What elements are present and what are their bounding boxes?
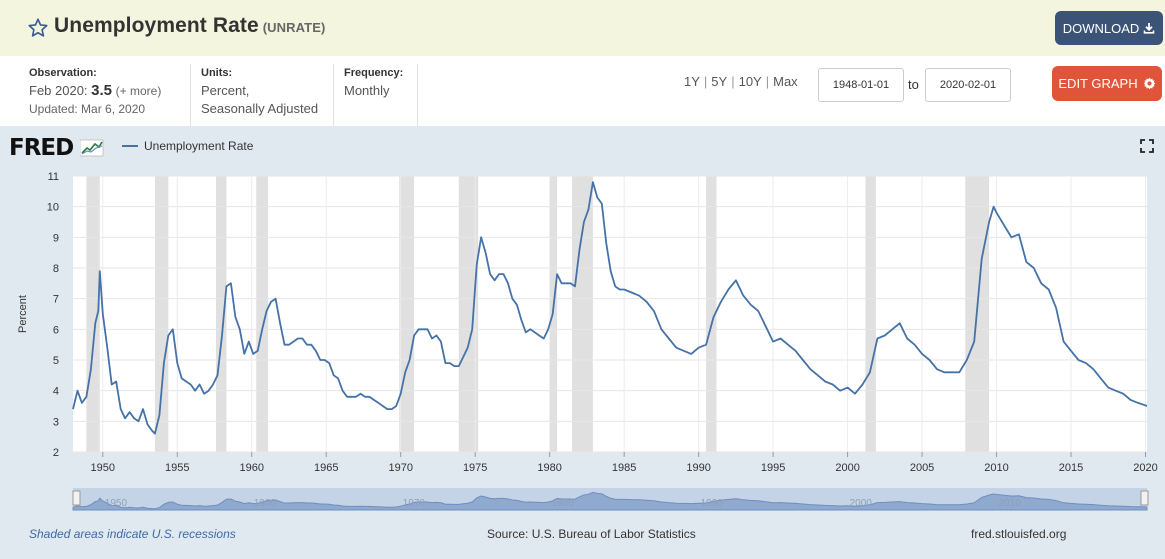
x-tick-label: 1995 bbox=[761, 462, 785, 474]
navigator-series-area bbox=[72, 491, 1148, 511]
recession-band bbox=[399, 176, 415, 452]
y-axis-label: Percent bbox=[17, 295, 29, 333]
units-line2: Seasonally Adjusted bbox=[201, 101, 319, 116]
gear-icon bbox=[1143, 77, 1155, 90]
graph-panel: FRED Unemployment Rate 2 3 4 5 6 7 8 9 10 11 1950 1… bbox=[0, 126, 1165, 559]
y-tick-label: 6 bbox=[53, 324, 59, 336]
fred-logo-chart-icon bbox=[79, 139, 104, 157]
frequency-value: Monthly bbox=[344, 83, 390, 98]
range-10y[interactable]: 10Y bbox=[738, 74, 762, 89]
y-tick-label: 2 bbox=[53, 447, 59, 459]
x-tick-label: 1950 bbox=[91, 462, 115, 474]
y-tick-label: 11 bbox=[48, 171, 59, 183]
observation-block: Observation: Feb 2020: 3.5 (+ more) Upda… bbox=[29, 64, 161, 118]
legend-label: Unemployment Rate bbox=[144, 139, 254, 153]
navigator-handle[interactable] bbox=[1140, 490, 1149, 506]
y-tick-label: 8 bbox=[53, 263, 59, 275]
x-tick-label: 2000 bbox=[835, 462, 859, 474]
recession-band bbox=[458, 176, 479, 452]
x-tick-label: 1965 bbox=[314, 462, 338, 474]
end-date-input[interactable]: 2020-02-01 bbox=[925, 68, 1011, 102]
navigator-tick-label: 1950 bbox=[105, 498, 128, 509]
to-label: to bbox=[908, 77, 919, 92]
recession-band bbox=[154, 176, 169, 452]
edit-graph-button[interactable]: EDIT GRAPH bbox=[1052, 66, 1162, 101]
recession-band bbox=[256, 176, 269, 452]
y-tick-label: 3 bbox=[53, 416, 59, 428]
observation-period: Feb 2020: bbox=[29, 83, 88, 98]
observation-more-link[interactable]: (+ more) bbox=[115, 84, 162, 98]
download-icon bbox=[1143, 23, 1155, 34]
edit-graph-label: EDIT GRAPH bbox=[1058, 76, 1138, 91]
series-header: Unemployment Rate (UNRATE) DOWNLOAD bbox=[0, 0, 1165, 56]
range-5y[interactable]: 5Y bbox=[711, 74, 728, 89]
fullscreen-icon[interactable] bbox=[1140, 139, 1154, 153]
series-meta: Observation: Feb 2020: 3.5 (+ more) Upda… bbox=[0, 56, 1165, 126]
recession-band bbox=[216, 176, 227, 452]
fred-logo-text: FRED bbox=[9, 135, 74, 161]
range-1y[interactable]: 1Y bbox=[684, 74, 700, 89]
series-line-unemployment-rate bbox=[72, 181, 1148, 435]
observation-value: 3.5 bbox=[91, 82, 113, 99]
x-tick-label: 1990 bbox=[686, 462, 710, 474]
x-tick-label: 1960 bbox=[240, 462, 264, 474]
x-tick-label: 2010 bbox=[984, 462, 1008, 474]
start-date-input[interactable]: 1948-01-01 bbox=[818, 68, 904, 102]
navigator-tick-label: 1960 bbox=[254, 498, 277, 509]
range-links: 1Y | 5Y | 10Y | Max bbox=[684, 74, 798, 89]
series-id: (UNRATE) bbox=[262, 20, 326, 35]
download-label: DOWNLOAD bbox=[1062, 20, 1140, 36]
title-text: Unemployment Rate bbox=[54, 14, 259, 37]
x-tick-label: 1980 bbox=[537, 462, 561, 474]
x-tick-label: 1975 bbox=[463, 462, 487, 474]
download-button[interactable]: DOWNLOAD bbox=[1055, 11, 1163, 45]
navigator-tick-label: 1970 bbox=[403, 498, 426, 509]
range-max[interactable]: Max bbox=[773, 74, 798, 89]
navigator-tick-label: 1980 bbox=[552, 498, 575, 509]
x-tick-label: 2005 bbox=[910, 462, 934, 474]
x-tick-label: 2020 bbox=[1133, 462, 1157, 474]
frequency-label: Frequency: bbox=[344, 67, 404, 79]
legend-swatch bbox=[122, 145, 138, 147]
x-tick-label: 1970 bbox=[388, 462, 412, 474]
x-tick-label: 1985 bbox=[612, 462, 636, 474]
navigator-tick-label: 1990 bbox=[701, 498, 724, 509]
x-tick-label: 1955 bbox=[165, 462, 189, 474]
units-label: Units: bbox=[201, 67, 233, 79]
y-tick-label: 9 bbox=[53, 232, 59, 244]
divider bbox=[190, 64, 191, 126]
fred-logo: FRED bbox=[9, 135, 104, 161]
y-tick-label: 7 bbox=[53, 294, 59, 306]
updated-date: Updated: Mar 6, 2020 bbox=[29, 102, 146, 116]
recession-note-link[interactable]: Shaded areas indicate U.S. recessions bbox=[29, 527, 236, 541]
star-outline-icon[interactable] bbox=[27, 17, 49, 39]
units-block: Units: Percent, Seasonally Adjusted bbox=[201, 64, 318, 118]
recession-band bbox=[572, 176, 593, 452]
divider bbox=[417, 64, 418, 126]
x-tick-label: 2015 bbox=[1059, 462, 1083, 474]
source-note: Source: U.S. Bureau of Labor Statistics bbox=[487, 527, 696, 541]
observation-label: Observation: bbox=[29, 67, 97, 79]
frequency-block: Frequency: Monthly bbox=[344, 64, 403, 100]
navigator-handle[interactable] bbox=[72, 490, 81, 506]
y-tick-label: 4 bbox=[53, 386, 59, 398]
recession-band bbox=[706, 176, 717, 452]
y-tick-label: 10 bbox=[47, 202, 59, 214]
fred-site-link[interactable]: fred.stlouisfed.org bbox=[971, 527, 1067, 541]
chart-legend: Unemployment Rate bbox=[122, 139, 253, 153]
y-tick-label: 5 bbox=[53, 355, 59, 367]
page-title: Unemployment Rate (UNRATE) bbox=[54, 14, 325, 38]
navigator-tick-label: 2000 bbox=[850, 498, 873, 509]
units-line1: Percent, bbox=[201, 83, 250, 98]
recession-band bbox=[865, 176, 876, 452]
recession-band bbox=[86, 176, 100, 452]
navigator-tick-label: 2010 bbox=[999, 498, 1022, 509]
divider bbox=[333, 64, 334, 126]
unemployment-line-chart: 2 3 4 5 6 7 8 9 10 11 1950 1955 1960 1965 1970 1975 1980… bbox=[17, 171, 1158, 511]
